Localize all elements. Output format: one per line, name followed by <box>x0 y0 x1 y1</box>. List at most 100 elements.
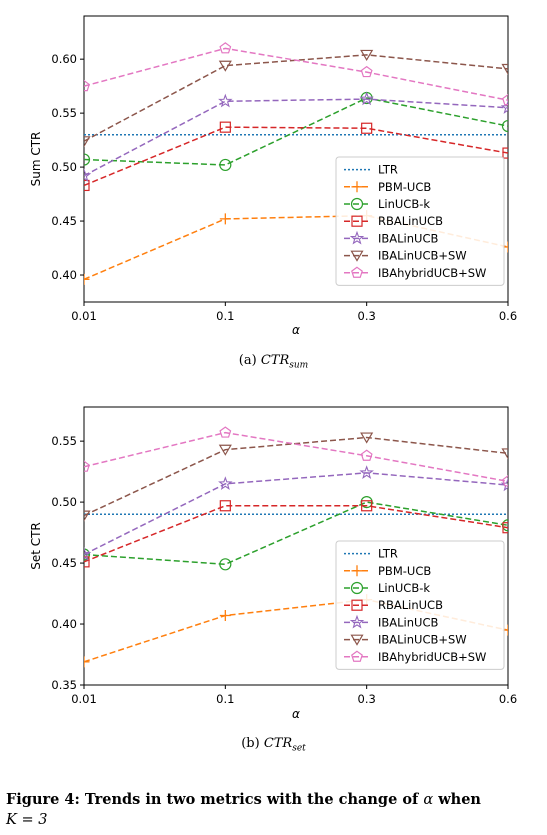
y-tick-label: 0.50 <box>51 160 77 174</box>
legend: LTR PBM-UCB LinUCB-k RBALinUCB IBALinUCB IBAL… <box>335 156 505 286</box>
data-point <box>502 93 508 106</box>
chart-set-ctr: 0.35 0.40 0.45 0.50 0.55 0.01 0.1 0.3 0.6 Set CTR… <box>29 406 517 721</box>
data-point <box>219 426 232 438</box>
data-point <box>219 213 231 225</box>
data-point <box>84 548 91 561</box>
data-point <box>84 153 91 166</box>
legend-marker <box>350 634 364 646</box>
data-point <box>359 91 374 106</box>
data-point <box>502 475 508 487</box>
y-axis-label: Set CTR <box>29 522 43 570</box>
legend-marker <box>350 197 364 211</box>
series-line <box>84 54 508 142</box>
plot-area <box>84 426 508 668</box>
data-point <box>360 49 374 61</box>
legend-label: RBALinUCB <box>378 598 443 612</box>
data-point <box>219 500 231 512</box>
data-point <box>84 656 90 668</box>
caption-sub: set <box>292 743 306 754</box>
figure-caption-line2: K = 3 <box>6 812 48 828</box>
y-tick-label: 0.55 <box>51 106 77 120</box>
y-tick-label: 0.45 <box>51 556 77 570</box>
legend-box <box>335 156 505 286</box>
figure-caption-symbol: α <box>423 792 434 808</box>
series-line <box>84 472 508 556</box>
figure-caption-suffix: when <box>438 791 481 808</box>
y-tick-label: 0.35 <box>51 678 77 692</box>
data-point <box>84 168 92 182</box>
legend-marker <box>350 250 364 262</box>
x-axis-label: α <box>292 707 300 721</box>
data-point <box>502 522 508 534</box>
data-point <box>84 136 91 148</box>
legend-label: IBAhybridUCB+SW <box>378 650 486 664</box>
legend-label: IBALinUCB+SW <box>378 249 467 263</box>
caption-prefix: (a) <box>238 353 257 368</box>
x-tick-label: 0.1 <box>216 692 234 706</box>
x-tick-label: 0.01 <box>71 692 97 706</box>
series-line <box>84 97 508 166</box>
data-point <box>361 122 373 134</box>
data-point <box>84 556 90 568</box>
data-point <box>360 449 373 461</box>
legend-marker <box>351 650 363 662</box>
x-tick-label: 0.1 <box>216 309 234 323</box>
legend-marker <box>351 565 363 577</box>
legend-marker <box>349 230 365 245</box>
data-point <box>219 121 231 133</box>
data-point <box>219 42 232 54</box>
legend-marker <box>351 215 363 227</box>
series-line <box>84 505 508 563</box>
x-tick-label: 0.6 <box>499 692 517 706</box>
y-tick-label: 0.50 <box>51 495 77 509</box>
data-point <box>501 448 508 460</box>
y-tick-label: 0.40 <box>51 268 77 282</box>
legend-label: LinUCB-k <box>378 197 430 211</box>
legend-label: PBM-UCB <box>378 180 431 194</box>
data-point <box>500 100 508 114</box>
data-point <box>219 558 232 571</box>
data-point <box>84 179 90 192</box>
data-point <box>219 610 231 621</box>
data-point <box>502 147 508 159</box>
legend-label: LTR <box>378 163 398 177</box>
series-line <box>84 126 508 187</box>
legend-marker <box>351 599 363 611</box>
figure-caption: Figure 4: Trends in two metrics with the… <box>6 790 546 830</box>
legend-box <box>335 540 505 670</box>
data-point <box>84 546 92 561</box>
legend-marker <box>349 614 365 629</box>
y-tick-label: 0.40 <box>51 617 77 631</box>
data-point <box>219 158 232 172</box>
caption-sum-ctr: (a) CTRsum <box>0 353 547 371</box>
caption-math: CTR <box>263 736 293 751</box>
y-tick-label: 0.55 <box>51 434 77 448</box>
data-point <box>218 60 232 72</box>
figure-caption-label: Figure 4: Trends in two metrics with the… <box>6 791 419 808</box>
legend-label: PBM-UCB <box>378 564 431 578</box>
legend-marker <box>351 266 363 278</box>
data-point <box>84 79 90 92</box>
data-point <box>218 444 232 456</box>
series-line <box>84 47 508 101</box>
caption-prefix: (b) <box>241 736 260 751</box>
y-tick-label: 0.60 <box>51 52 77 66</box>
legend-marker <box>350 581 364 595</box>
data-point <box>84 510 91 522</box>
data-point <box>360 65 373 78</box>
series-line <box>84 214 508 281</box>
y-tick-label: 0.45 <box>51 214 77 228</box>
data-point <box>501 63 508 76</box>
caption-math: CTR <box>260 353 290 368</box>
data-point <box>361 500 373 512</box>
series-line <box>84 98 508 177</box>
legend-label: IBALinUCB <box>378 231 438 245</box>
data-point <box>84 273 90 285</box>
x-axis-label: α <box>292 323 300 337</box>
data-point <box>360 432 374 444</box>
plot-frame <box>83 15 509 303</box>
caption-sub: sum <box>289 360 309 371</box>
legend-label: LTR <box>378 547 398 561</box>
series-line <box>84 436 508 517</box>
data-point <box>359 465 374 480</box>
